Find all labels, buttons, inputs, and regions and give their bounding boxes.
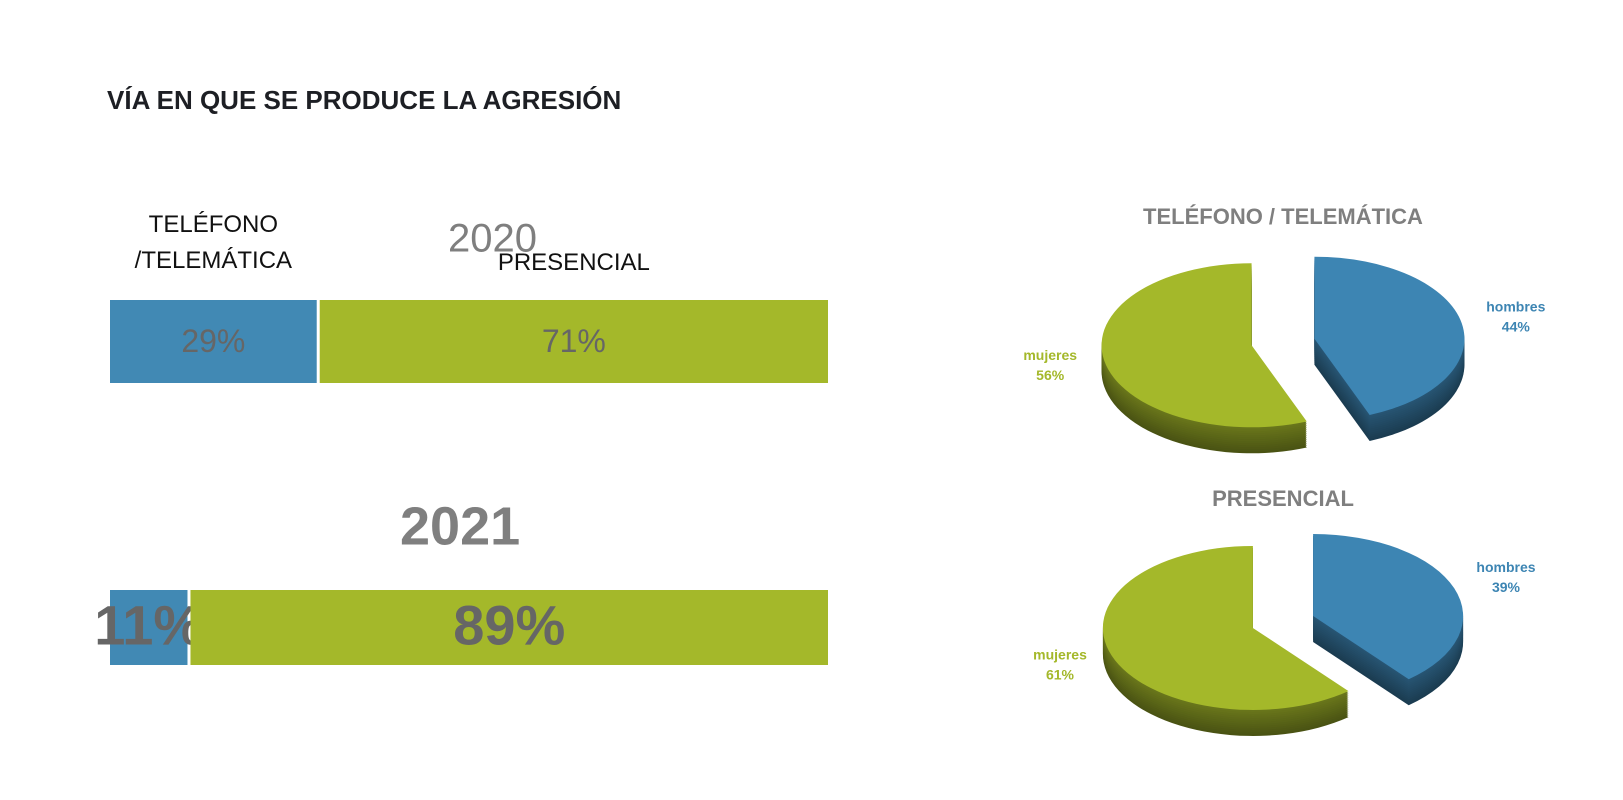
chart-title: TELÉFONO / TELEMÁTICA — [1143, 204, 1423, 229]
pie-category-label: mujeres — [1023, 347, 1077, 363]
pie-value-label: 56% — [1036, 367, 1065, 383]
pie-slice — [1313, 534, 1464, 680]
bar-value-label: 71% — [542, 323, 606, 359]
bar-segment — [110, 590, 188, 665]
page-title: VÍA EN QUE SE PRODUCE LA AGRESIÓN — [107, 85, 621, 115]
chart-title: PRESENCIAL — [1212, 486, 1354, 511]
chart-title: 2020 — [448, 217, 537, 261]
pie-value-label: 44% — [1502, 318, 1531, 334]
chart-title: 2021 — [400, 496, 520, 556]
pie-category-label: hombres — [1476, 559, 1535, 575]
pie-category-label: mujeres — [1033, 647, 1087, 663]
series-label: TELÉFONO /TELEMÁTICA — [134, 211, 293, 274]
bar-value-label: 29% — [181, 323, 245, 359]
pie-slice — [1101, 263, 1307, 428]
pie-value-label: 39% — [1492, 579, 1521, 595]
pie-slice — [1102, 545, 1349, 710]
bar-value-label: 89% — [453, 593, 565, 656]
bar-segment — [110, 300, 317, 383]
bar-value-label: 11% — [94, 593, 203, 656]
pie-category-label: hombres — [1486, 298, 1545, 314]
pie-value-label: 61% — [1046, 667, 1075, 683]
series-label: PRESENCIAL — [497, 249, 650, 276]
pie-slice — [1314, 256, 1465, 415]
bar-segment — [190, 590, 829, 665]
bar-segment — [319, 300, 828, 383]
